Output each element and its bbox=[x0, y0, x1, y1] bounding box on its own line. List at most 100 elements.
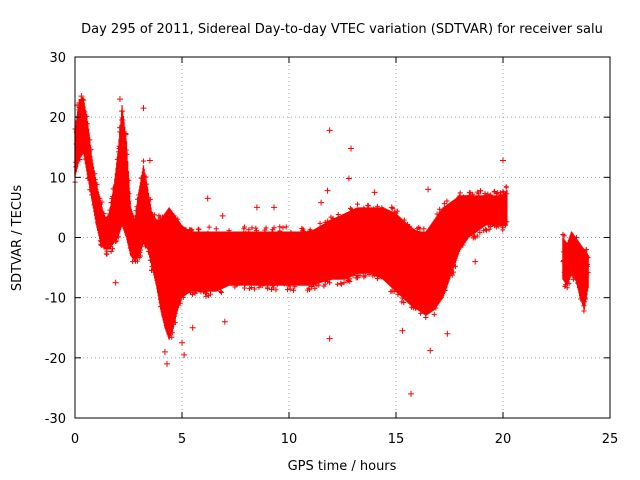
data-point bbox=[270, 285, 276, 291]
y-tick-label: -10 bbox=[45, 292, 66, 307]
data-point bbox=[126, 177, 132, 183]
data-point bbox=[451, 269, 457, 275]
data-point bbox=[300, 226, 306, 232]
data-point bbox=[500, 227, 506, 233]
data-point bbox=[585, 255, 591, 261]
data-point bbox=[287, 286, 293, 292]
data-point bbox=[394, 208, 400, 214]
data-point bbox=[307, 287, 313, 293]
x-tick-label: 25 bbox=[602, 432, 619, 447]
data-point-outlier bbox=[345, 175, 352, 182]
data-point bbox=[207, 291, 213, 297]
data-point bbox=[218, 289, 224, 295]
y-tick-label: 0 bbox=[58, 232, 66, 247]
data-point-outlier bbox=[140, 105, 147, 112]
x-tick-label: 20 bbox=[495, 432, 512, 447]
data-point-outlier bbox=[179, 339, 185, 346]
data-point bbox=[143, 174, 149, 180]
data-point bbox=[265, 286, 271, 292]
data-point bbox=[140, 158, 146, 164]
data-point bbox=[196, 226, 202, 232]
data-point-outlier bbox=[388, 204, 395, 211]
data-point-outlier bbox=[500, 157, 506, 164]
data-point bbox=[354, 201, 360, 207]
data-point bbox=[566, 281, 572, 287]
chart-title: Day 295 of 2011, Sidereal Day-to-day VTE… bbox=[81, 22, 603, 37]
data-point bbox=[203, 293, 209, 299]
data-point-outlier bbox=[119, 108, 126, 115]
x-tick-label: 5 bbox=[178, 432, 186, 447]
data-point-outlier bbox=[78, 93, 85, 100]
data-point bbox=[573, 234, 579, 240]
data-point-outlier bbox=[146, 157, 153, 164]
data-point bbox=[457, 190, 463, 196]
data-point bbox=[189, 227, 195, 233]
data-point bbox=[124, 151, 130, 157]
data-point bbox=[104, 251, 110, 257]
data-point-outlier bbox=[399, 327, 406, 334]
data-point bbox=[263, 225, 269, 231]
data-point bbox=[277, 224, 283, 230]
data-point-outlier bbox=[219, 212, 226, 219]
data-point bbox=[87, 137, 93, 143]
data-point bbox=[169, 334, 175, 340]
data-point bbox=[253, 225, 259, 231]
data-point bbox=[504, 191, 510, 197]
data-point bbox=[88, 147, 94, 153]
data-point bbox=[213, 226, 219, 232]
data-point bbox=[437, 206, 443, 212]
data-point bbox=[206, 224, 212, 230]
data-point bbox=[354, 275, 360, 281]
data-point-outlier bbox=[318, 199, 325, 206]
data-point-outlier bbox=[116, 96, 123, 103]
data-point bbox=[134, 258, 140, 264]
data-point bbox=[283, 224, 289, 230]
data-point bbox=[316, 282, 322, 288]
data-point-outlier bbox=[204, 195, 211, 202]
data-point bbox=[248, 285, 254, 291]
data-point bbox=[423, 314, 429, 320]
data-point bbox=[503, 184, 509, 190]
data-point bbox=[123, 130, 129, 136]
data-point bbox=[109, 246, 115, 252]
x-axis-label: GPS time / hours bbox=[288, 459, 397, 474]
data-point-outlier bbox=[444, 330, 451, 337]
data-point bbox=[312, 285, 318, 291]
data-point-outlier bbox=[161, 348, 168, 355]
data-point bbox=[362, 273, 368, 279]
data-point bbox=[421, 226, 427, 232]
data-point bbox=[444, 198, 450, 204]
data-point bbox=[271, 225, 277, 231]
data-point bbox=[327, 280, 333, 286]
data-point bbox=[474, 233, 480, 239]
data-point bbox=[347, 276, 353, 282]
data-point-outlier bbox=[189, 324, 196, 331]
data-point bbox=[246, 227, 252, 233]
data-point bbox=[252, 286, 258, 292]
data-point-outlier bbox=[326, 335, 333, 342]
data-point bbox=[290, 287, 296, 293]
data-point bbox=[338, 281, 344, 287]
data-points bbox=[72, 93, 591, 397]
data-point bbox=[484, 227, 490, 233]
data-point bbox=[192, 290, 198, 296]
data-point-outlier bbox=[348, 145, 355, 152]
data-point bbox=[177, 300, 183, 306]
data-point bbox=[585, 270, 591, 276]
data-point bbox=[152, 212, 158, 218]
x-tick-label: 10 bbox=[281, 432, 298, 447]
y-tick-label: 30 bbox=[49, 51, 66, 66]
data-point bbox=[452, 263, 458, 269]
data-point bbox=[273, 287, 279, 293]
data-point bbox=[390, 205, 396, 211]
data-point-outlier bbox=[326, 127, 333, 134]
data-point bbox=[115, 234, 121, 240]
data-point bbox=[477, 229, 483, 235]
data-point bbox=[137, 253, 143, 259]
data-point bbox=[99, 199, 105, 205]
data-point-outlier bbox=[164, 360, 171, 367]
data-point-outlier bbox=[221, 318, 228, 325]
y-tick-label: 10 bbox=[49, 171, 66, 186]
data-point bbox=[147, 196, 153, 202]
